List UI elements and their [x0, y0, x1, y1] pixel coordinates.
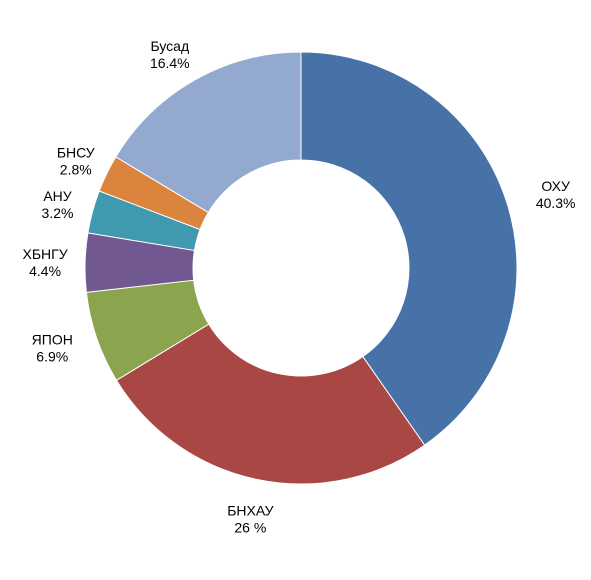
slices-group [84, 51, 518, 485]
donut-slice-0 [300, 51, 518, 446]
slice-label-name-6: Бусад [150, 38, 189, 54]
donut-slice-6 [115, 51, 302, 214]
slice-label-6: Бусад 16.4% [150, 38, 190, 71]
slice-label-4: АНУ 3.2% [42, 188, 74, 221]
slice-label-name-5: БНСУ [57, 144, 95, 160]
slice-label-0: ОХУ 40.3% [536, 178, 576, 211]
slice-label-name-4: АНУ [43, 188, 71, 204]
slice-label-value-6: 16.4% [150, 55, 190, 71]
slice-label-value-0: 40.3% [536, 195, 576, 211]
slice-label-name-2: ЯПОН [32, 332, 73, 348]
donut-slice-1 [115, 323, 426, 485]
slice-label-value-1: 26 % [234, 520, 266, 536]
slice-label-5: БНСУ 2.8% [57, 144, 95, 177]
slice-label-name-0: ОХУ [541, 178, 570, 194]
slice-label-2: ЯПОН 6.9% [32, 332, 73, 365]
slice-label-1: БНХАУ 26 % [227, 503, 273, 536]
slice-label-value-3: 4.4% [29, 263, 61, 279]
slice-label-name-3: ХБНГУ [23, 246, 68, 262]
slice-label-value-2: 6.9% [36, 349, 68, 365]
slice-label-value-5: 2.8% [60, 161, 92, 177]
labels-group: ОХУ 40.3% БНХАУ 26 % ЯПОН 6.9% ХБНГУ 4.4% АНУ 3.2… [23, 38, 576, 536]
slice-label-3: ХБНГУ 4.4% [23, 246, 68, 279]
slice-label-value-4: 3.2% [42, 205, 74, 221]
slice-label-name-1: БНХАУ [227, 503, 273, 519]
